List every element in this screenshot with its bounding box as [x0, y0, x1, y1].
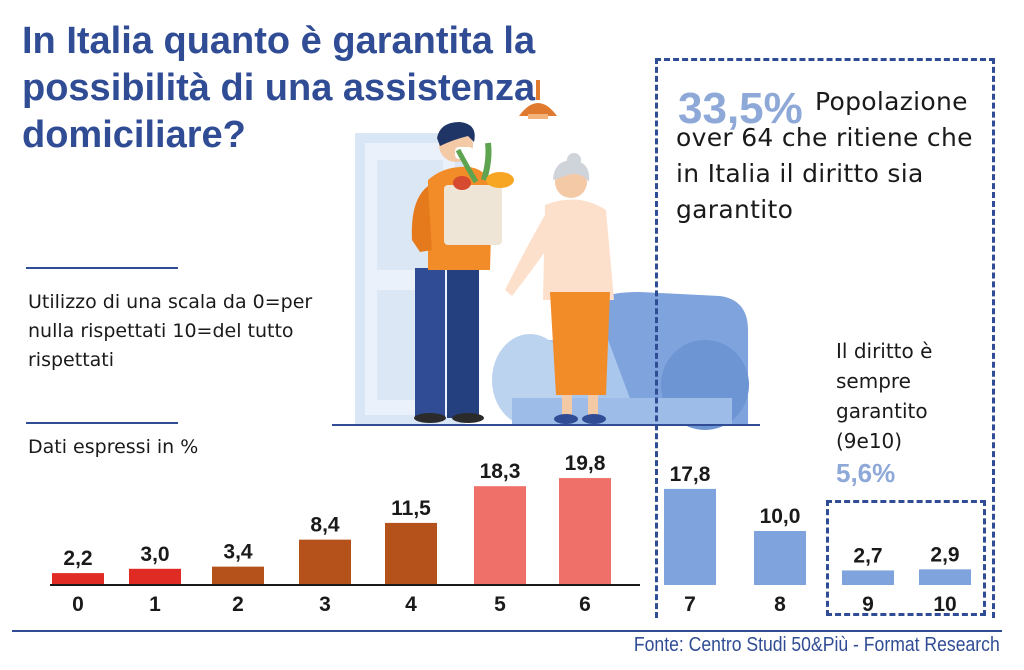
bar-score-4 [385, 522, 437, 585]
caregiver-man-icon [411, 122, 514, 423]
category-tick-label: 0 [72, 593, 84, 616]
category-tick-label: 1 [149, 593, 161, 616]
category-tick-label: 4 [405, 593, 417, 616]
title-divider [26, 267, 178, 269]
elderly-woman-icon [505, 153, 614, 424]
data-unit-note: Dati espressi in % [28, 436, 199, 458]
bar-score-8 [754, 531, 806, 585]
ceiling-lamp-icon [519, 80, 557, 119]
bar-value-label: 11,5 [391, 497, 431, 520]
category-tick-label: 10 [933, 593, 956, 616]
bar-value-label: 19,8 [565, 452, 606, 475]
category-tick-label: 2 [232, 593, 244, 616]
category-tick-label: 9 [862, 593, 874, 616]
bar-score-10 [919, 569, 971, 585]
scale-note: Utilizzo di una scala da 0=per nulla ris… [28, 291, 313, 371]
bar-value-label: 2,9 [930, 543, 959, 566]
category-tick-label: 5 [494, 593, 506, 616]
page-title: In Italia quanto è garantita la possibil… [22, 20, 536, 156]
bar-score-2 [212, 566, 264, 585]
bar-value-label: 3,4 [223, 541, 253, 564]
highlight-value: 33,5% [678, 84, 803, 133]
bar-value-label: 17,8 [670, 463, 711, 486]
bar-score-7 [664, 488, 716, 585]
source-divider [12, 630, 1002, 632]
bar-score-3 [299, 539, 351, 585]
source-credit: Fonte: Centro Studi 50&Più - Format Rese… [634, 634, 1000, 656]
highlight-description: Popolazione over 64 che ritiene che in I… [676, 87, 973, 224]
highlight-panel [655, 58, 995, 618]
bar-score-0 [52, 573, 104, 585]
bar-value-label: 2,7 [853, 544, 882, 567]
bar-score-5 [474, 486, 526, 585]
bar-value-label: 2,2 [63, 547, 92, 570]
always-guaranteed-box [826, 500, 986, 616]
always-guaranteed-label: Il diritto è sempre garantito (9e10) [836, 339, 933, 453]
category-tick-label: 6 [579, 593, 591, 616]
category-tick-label: 3 [319, 593, 331, 616]
bar-score-9 [842, 570, 894, 585]
bar-score-6 [559, 478, 611, 585]
note-divider [26, 422, 178, 424]
always-guaranteed-value: 5,6% [836, 458, 896, 488]
category-tick-label: 7 [684, 593, 696, 616]
bar-value-label: 3,0 [140, 543, 169, 566]
bar-value-label: 18,3 [480, 460, 521, 483]
armchair-icon [492, 292, 749, 430]
bar-value-label: 10,0 [760, 505, 801, 528]
category-tick-label: 8 [774, 593, 786, 616]
bar-value-label: 8,4 [310, 514, 340, 537]
bar-score-1 [129, 568, 181, 585]
